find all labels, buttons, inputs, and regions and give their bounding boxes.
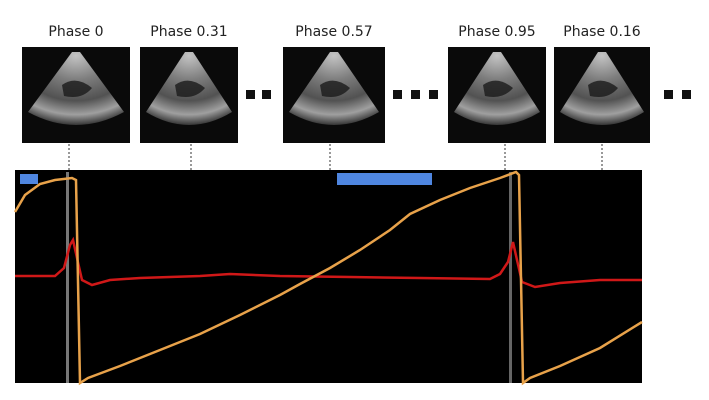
frame-label: Phase 0.16 <box>563 24 641 40</box>
ultrasound-chamber <box>588 80 618 97</box>
marker <box>509 172 512 383</box>
connectors <box>68 144 603 170</box>
blue-bar <box>20 174 38 184</box>
marker <box>66 172 69 383</box>
ultrasound-chamber <box>483 80 513 97</box>
frames: Phase 0 Phase 0.31 Phase 0.57 Phase 0.95 Pha… <box>22 24 650 143</box>
frame-label: Phase 0 <box>48 24 103 40</box>
ultrasound-chamber <box>320 80 350 97</box>
ultrasound-chamber <box>175 80 205 97</box>
blue-bar <box>337 173 432 185</box>
frame-label: Phase 0.31 <box>150 24 227 40</box>
ellipsis <box>246 90 691 99</box>
ultrasound-chamber <box>62 80 92 97</box>
frame-label: Phase 0.57 <box>295 24 372 40</box>
frame-label: Phase 0.95 <box>458 24 535 40</box>
phase-trace <box>13 170 643 386</box>
